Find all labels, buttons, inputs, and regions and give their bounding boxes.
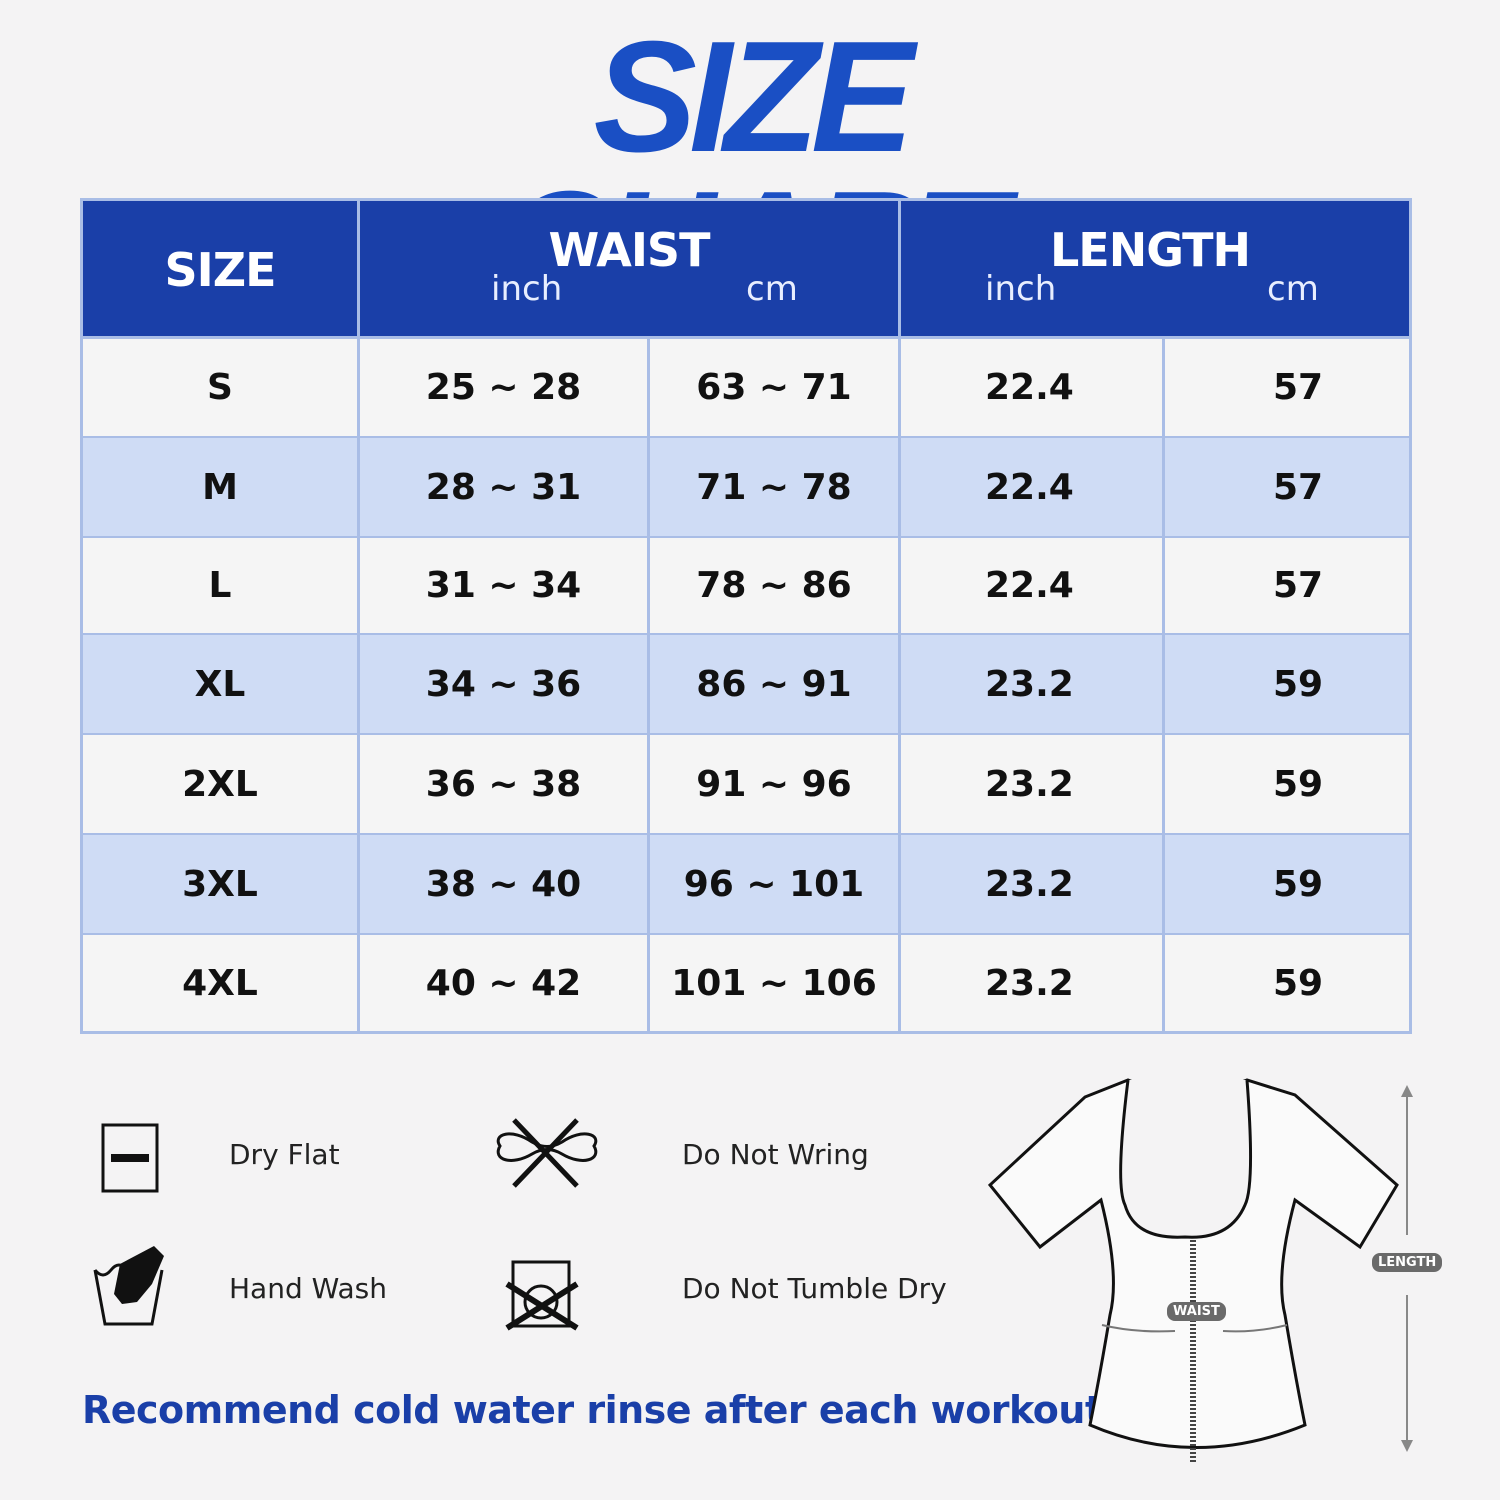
hand-wash-icon	[92, 1244, 168, 1330]
cell-size: 4XL	[83, 935, 357, 1031]
cell-length-in: 23.2	[901, 835, 1162, 933]
header-waist-inch: inch	[491, 269, 563, 309]
cell-length-cm: 57	[1165, 438, 1409, 536]
cell-length-in: 22.4	[901, 438, 1162, 536]
cell-waist-cm: 78 ~ 86	[650, 538, 898, 633]
care-label-dry-flat: Dry Flat	[229, 1138, 340, 1171]
cell-waist-in: 25 ~ 28	[360, 339, 647, 436]
header-waist: WAIST inch cm	[360, 201, 898, 336]
table-row: L 31 ~ 34 78 ~ 86 22.4 57	[83, 538, 1409, 633]
care-label-do-not-tumble-dry: Do Not Tumble Dry	[682, 1272, 947, 1305]
header-waist-cm: cm	[746, 269, 798, 309]
length-label: LENGTH	[1372, 1253, 1443, 1272]
cell-length-cm: 59	[1165, 735, 1409, 833]
cell-length-cm: 59	[1165, 635, 1409, 733]
do-not-wring-icon	[492, 1116, 602, 1196]
header-size: SIZE	[83, 201, 357, 336]
cell-size: XL	[83, 635, 357, 733]
cell-waist-in: 40 ~ 42	[360, 935, 647, 1031]
do-not-tumble-dry-icon	[503, 1258, 583, 1336]
header-length: LENGTH inch cm	[901, 201, 1409, 336]
cell-size: L	[83, 538, 357, 633]
cell-waist-in: 34 ~ 36	[360, 635, 647, 733]
cell-waist-in: 28 ~ 31	[360, 438, 647, 536]
header-length-label: LENGTH	[1049, 223, 1251, 277]
cell-waist-cm: 63 ~ 71	[650, 339, 898, 436]
cell-length-in: 23.2	[901, 735, 1162, 833]
dry-flat-icon	[100, 1122, 160, 1198]
table-row: 4XL 40 ~ 42 101 ~ 106 23.2 59	[83, 935, 1409, 1031]
header-size-label: SIZE	[164, 243, 276, 297]
cell-length-cm: 57	[1165, 339, 1409, 436]
cell-waist-in: 38 ~ 40	[360, 835, 647, 933]
cell-size: S	[83, 339, 357, 436]
header-waist-label: WAIST	[548, 223, 711, 277]
cell-length-in: 23.2	[901, 935, 1162, 1031]
cell-waist-cm: 71 ~ 78	[650, 438, 898, 536]
cell-length-cm: 59	[1165, 835, 1409, 933]
cell-length-cm: 59	[1165, 935, 1409, 1031]
table-row: S 25 ~ 28 63 ~ 71 22.4 57	[83, 339, 1409, 436]
care-note: Recommend cold water rinse after each wo…	[82, 1388, 1117, 1432]
cell-waist-cm: 91 ~ 96	[650, 735, 898, 833]
shapewear-shirt-diagram	[985, 1075, 1445, 1469]
cell-size: M	[83, 438, 357, 536]
header-length-inch: inch	[985, 269, 1057, 309]
cell-waist-cm: 86 ~ 91	[650, 635, 898, 733]
cell-waist-in: 31 ~ 34	[360, 538, 647, 633]
cell-length-in: 23.2	[901, 635, 1162, 733]
cell-size: 2XL	[83, 735, 357, 833]
cell-length-cm: 57	[1165, 538, 1409, 633]
size-table: SIZE WAIST inch cm LENGTH inch cm S 25 ~ …	[80, 198, 1412, 1034]
table-row: 2XL 36 ~ 38 91 ~ 96 23.2 59	[83, 735, 1409, 833]
cell-size: 3XL	[83, 835, 357, 933]
table-row: M 28 ~ 31 71 ~ 78 22.4 57	[83, 438, 1409, 536]
waist-label: WAIST	[1167, 1302, 1226, 1321]
cell-waist-cm: 96 ~ 101	[650, 835, 898, 933]
table-row: XL 34 ~ 36 86 ~ 91 23.2 59	[83, 635, 1409, 733]
table-row: 3XL 38 ~ 40 96 ~ 101 23.2 59	[83, 835, 1409, 933]
cell-length-in: 22.4	[901, 538, 1162, 633]
cell-waist-in: 36 ~ 38	[360, 735, 647, 833]
care-label-do-not-wring: Do Not Wring	[682, 1138, 869, 1171]
care-label-hand-wash: Hand Wash	[229, 1272, 388, 1305]
header-length-cm: cm	[1267, 269, 1319, 309]
cell-length-in: 22.4	[901, 339, 1162, 436]
cell-waist-cm: 101 ~ 106	[650, 935, 898, 1031]
